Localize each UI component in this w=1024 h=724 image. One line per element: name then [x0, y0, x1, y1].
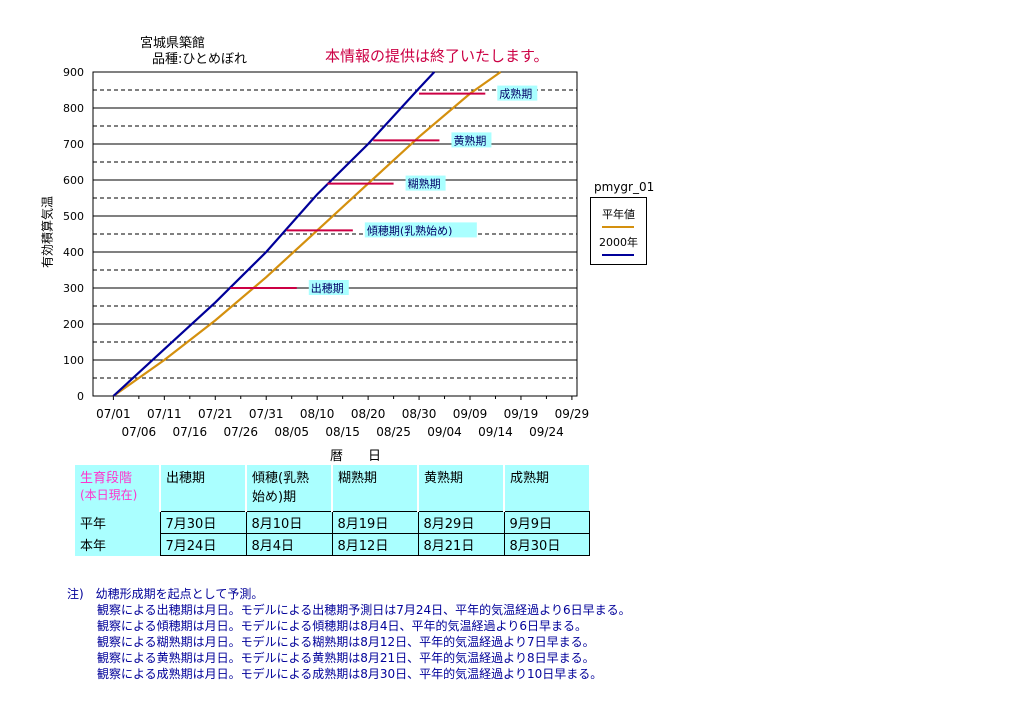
- x-tick-label: 07/21: [198, 407, 233, 421]
- corner-subtitle: (本日現在): [80, 488, 138, 502]
- table-row-normal: 平年 7月30日 8月10日 8月19日 8月29日 9月9日: [75, 511, 590, 534]
- x-tick-label: 09/24: [529, 425, 564, 439]
- cell: 7月24日: [159, 533, 247, 556]
- cell: 8月10日: [245, 511, 333, 534]
- cell: 8月4日: [245, 533, 333, 556]
- cell: 8月12日: [331, 533, 419, 556]
- stage-label-bg: [308, 280, 349, 295]
- y-tick-label: 700: [63, 138, 84, 151]
- cell: 9月9日: [503, 511, 590, 534]
- cell: 7月30日: [159, 511, 247, 534]
- x-tick-label: 08/30: [402, 407, 437, 421]
- y-tick-label: 0: [77, 390, 84, 403]
- x-tick-label: 08/15: [325, 425, 360, 439]
- cell: 8月21日: [417, 533, 505, 556]
- legend-item-2000: 2000年: [599, 236, 638, 249]
- accumulated-temperature-chart: 0 100 200 300 400 500 600 700 800 900 07/01 07/11 07…: [63, 66, 590, 439]
- x-tick-label: 09/14: [478, 425, 513, 439]
- series-line-2000: [112, 71, 436, 397]
- x-tick-label: 07/26: [223, 425, 258, 439]
- note-line: 観察による糊熟期は月日。モデルによる糊熟期は8月12日、平年的気温経過より7日早…: [97, 635, 595, 649]
- legend-swatch-normal: [602, 226, 634, 228]
- y-tick-label: 100: [63, 354, 84, 367]
- stage-header-mature: 成熟期: [503, 465, 589, 512]
- y-tick-label: 600: [63, 174, 84, 187]
- legend-title: pmygr_01: [594, 180, 655, 194]
- stage-label-bg: [364, 222, 477, 238]
- x-tick-label: 08/20: [351, 407, 386, 421]
- stage-label: 出穂期: [311, 281, 344, 295]
- stage-header-milk-text: 傾穂(乳熟 始め)期: [252, 471, 310, 505]
- chart-header: 宮城県築館 品種:ひとめぼれ: [140, 36, 247, 68]
- table-row-this-year: 本年 7月24日 8月4日 8月12日 8月21日 8月30日: [75, 533, 590, 556]
- notes: 注) 幼穂形成期を起点として予測。 観察による出穂期は月日。モデルによる出穂期予…: [67, 586, 631, 682]
- stage-label: 糊熟期: [408, 177, 441, 191]
- legend-swatch-2000: [602, 254, 634, 256]
- variety-name: 品種:ひとめぼれ: [152, 52, 247, 67]
- stage-header-heading: 出穂期: [159, 465, 246, 512]
- corner-title: 生育段階: [80, 471, 133, 486]
- x-tick-label: 07/06: [122, 425, 157, 439]
- stage-label-bg: [405, 175, 446, 191]
- y-tick-label: 900: [63, 66, 84, 79]
- note-line: 観察による傾穂期は月日。モデルによる傾穂期は8月4日、平年的気温経過より6日早ま…: [97, 619, 587, 633]
- stage-label: 成熟期: [499, 87, 532, 101]
- y-axis-label: 有効積算気温: [40, 195, 55, 269]
- y-tick-label: 200: [63, 318, 84, 331]
- service-end-notice: 本情報の提供は終了いたします。: [325, 47, 549, 65]
- note-line: 観察による成熟期は月日。モデルによる成熟期は8月30日、平年的気温経過より10日…: [97, 667, 603, 681]
- x-tick-label: 07/16: [173, 425, 208, 439]
- row-label: 本年: [75, 533, 160, 556]
- y-tick-label: 400: [63, 246, 84, 259]
- legend: 平年値 2000年: [590, 197, 647, 265]
- stage-header-yellow: 黄熟期: [417, 465, 504, 512]
- x-tick-label: 07/11: [147, 407, 182, 421]
- table-corner: 生育段階 (本日現在): [75, 465, 160, 512]
- legend-item-normal: 平年値: [602, 208, 635, 221]
- stage-header-dough: 糊熟期: [331, 465, 418, 512]
- y-tick-label: 800: [63, 102, 84, 115]
- stage-label-bg: [497, 85, 538, 101]
- x-tick-label: 07/01: [96, 407, 131, 421]
- note-line: 観察による黄熟期は月日。モデルによる黄熟期は8月21日、平年的気温経過より8日早…: [97, 651, 595, 665]
- note-line: 観察による出穂期は月日。モデルによる出穂期予測日は7月24日、平年的気温経過より…: [97, 603, 631, 617]
- x-tick-label: 09/19: [504, 407, 539, 421]
- x-tick-label: 08/05: [274, 425, 309, 439]
- x-tick-label: 07/31: [249, 407, 284, 421]
- row-label: 平年: [75, 511, 160, 534]
- stage-header-milk: 傾穂(乳熟 始め)期: [245, 465, 332, 512]
- x-tick-label: 08/25: [376, 425, 411, 439]
- cell: 8月19日: [331, 511, 419, 534]
- stage-label: 黄熟期: [453, 133, 486, 147]
- cell: 8月30日: [503, 533, 590, 556]
- x-tick-label: 09/04: [427, 425, 462, 439]
- x-axis-label: 暦 日: [330, 449, 388, 464]
- growth-stage-table: 生育段階 (本日現在) 出穂期 傾穂(乳熟 始め)期 糊熟期 黄熟期 成熟期 平…: [75, 465, 590, 556]
- y-tick-label: 300: [63, 282, 84, 295]
- note-lead: 注) 幼穂形成期を起点として予測。: [67, 587, 264, 601]
- y-tick-label: 500: [63, 210, 84, 223]
- cell: 8月29日: [417, 511, 505, 534]
- x-tick-label: 08/10: [300, 407, 335, 421]
- stage-label-bg: [451, 132, 492, 148]
- x-tick-label: 09/09: [453, 407, 488, 421]
- stage-label: 傾穂期(乳熟始め): [367, 223, 453, 237]
- station-name: 宮城県築館: [140, 36, 206, 51]
- x-tick-label: 09/29: [555, 407, 590, 421]
